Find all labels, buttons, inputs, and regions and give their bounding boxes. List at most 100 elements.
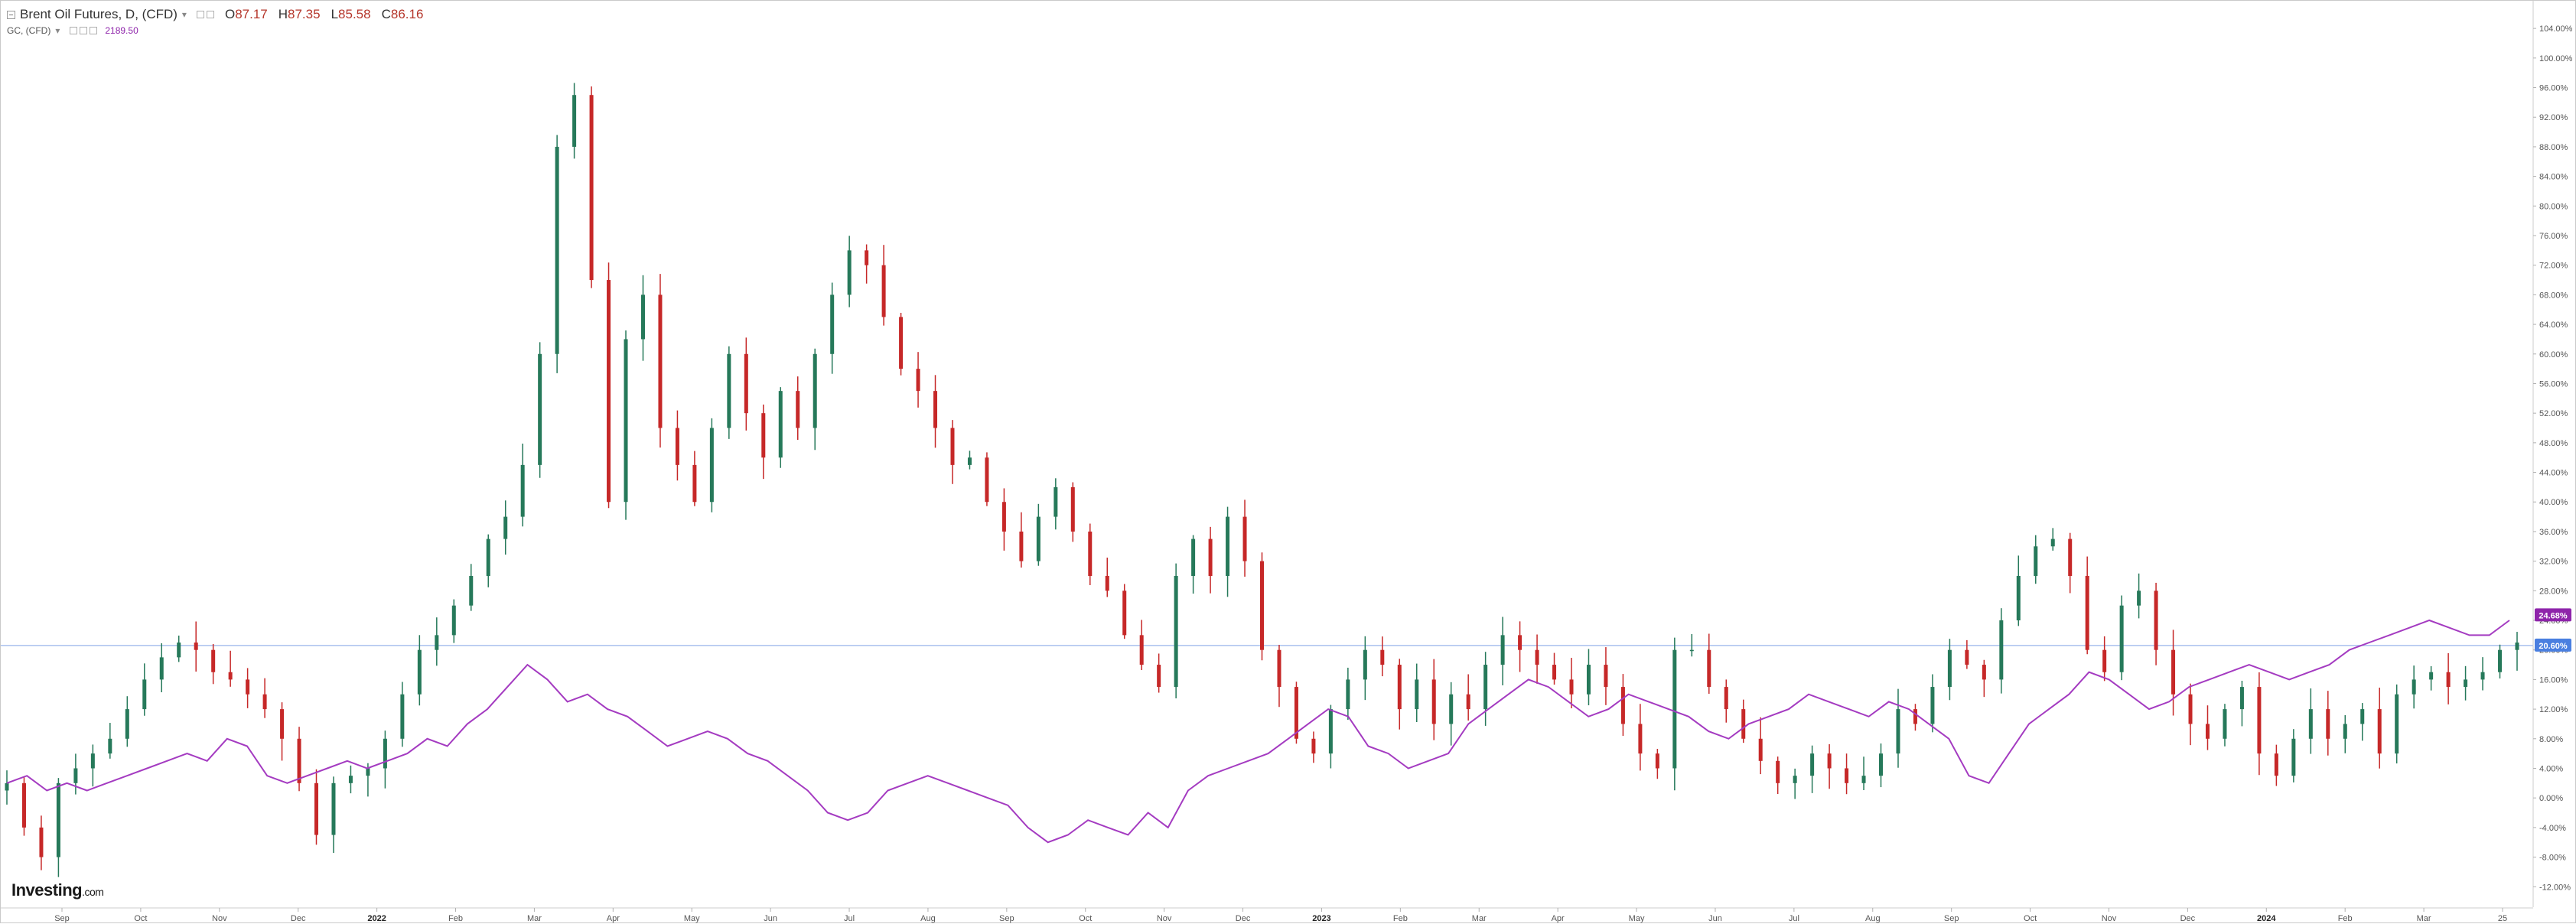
open-label: O bbox=[224, 7, 236, 21]
brent-candle bbox=[1431, 679, 1436, 724]
x-tick-label: 2023 bbox=[1312, 914, 1330, 923]
brent-candle bbox=[1689, 649, 1694, 652]
y-tick-label: 28.00% bbox=[2539, 587, 2568, 596]
brent-candle bbox=[331, 782, 336, 835]
y-tick-label: -4.00% bbox=[2539, 824, 2566, 833]
brent-candle bbox=[520, 464, 525, 517]
brent-candle bbox=[1655, 753, 1659, 769]
compare-series-legend[interactable]: GC, (CFD) ▾ 2189.50 bbox=[7, 25, 138, 36]
brent-candle bbox=[417, 649, 422, 695]
compare-value: 2189.50 bbox=[105, 25, 138, 36]
brand-suffix: .com bbox=[82, 886, 104, 898]
x-tick-label: Nov bbox=[212, 914, 227, 923]
x-tick-label: May bbox=[684, 914, 700, 923]
y-tick-label: 56.00% bbox=[2539, 379, 2568, 389]
y-tick-label: 100.00% bbox=[2539, 54, 2573, 63]
brent-candle bbox=[1070, 486, 1075, 532]
brent-candle bbox=[1397, 665, 1402, 710]
y-tick-label: -8.00% bbox=[2539, 854, 2566, 863]
brent-candle bbox=[830, 294, 835, 354]
y-tick-label: 96.00% bbox=[2539, 84, 2568, 93]
visibility-icon[interactable] bbox=[80, 27, 88, 34]
open-value: 87.17 bbox=[235, 7, 268, 21]
brent-candle bbox=[2395, 694, 2399, 754]
x-tick-label: Mar bbox=[527, 914, 542, 923]
brent-candle bbox=[2412, 679, 2416, 695]
x-tick-label: Nov bbox=[2102, 914, 2117, 923]
price-badges: 24.68% 20.60% bbox=[2535, 608, 2571, 652]
settings-icon[interactable] bbox=[70, 27, 78, 34]
brent-candle bbox=[2274, 753, 2278, 776]
x-axis: Sep Oct Nov Dec 2022 Feb Mar Apr May Jun Jul Aug Sep… bbox=[1, 907, 2533, 923]
y-tick-label: 68.00% bbox=[2539, 291, 2568, 300]
remove-icon[interactable] bbox=[90, 27, 98, 34]
brent-candle bbox=[761, 413, 766, 458]
x-tick-label: 2022 bbox=[367, 914, 386, 923]
main-symbol-label[interactable]: Brent Oil Futures, D, (CFD) bbox=[20, 7, 177, 21]
brent-candle bbox=[1724, 687, 1728, 710]
brent-price-badge-label: 20.60% bbox=[2539, 642, 2568, 651]
brent-candle bbox=[2326, 709, 2330, 739]
brent-candle bbox=[400, 694, 405, 739]
brent-candle bbox=[1672, 649, 1677, 769]
x-tick-label: Oct bbox=[1079, 914, 1092, 923]
brent-candle bbox=[1466, 694, 1470, 710]
x-tick-label: Mar bbox=[2417, 914, 2431, 923]
brent-candle bbox=[2034, 546, 2038, 576]
y-tick-label: 0.00% bbox=[2539, 794, 2563, 803]
brent-candle bbox=[624, 339, 628, 503]
brent-candle bbox=[572, 95, 577, 147]
brent-candle bbox=[1311, 738, 1316, 754]
brent-candle bbox=[39, 827, 44, 857]
y-tick-label: 72.00% bbox=[2539, 262, 2568, 271]
collapse-icon[interactable] bbox=[7, 10, 15, 19]
brent-candle bbox=[2343, 724, 2347, 739]
brent-candle bbox=[1741, 709, 1746, 739]
y-tick-label: 104.00% bbox=[2539, 24, 2573, 34]
brent-candle bbox=[692, 464, 697, 503]
y-tick-label: 84.00% bbox=[2539, 173, 2568, 182]
brent-candle bbox=[2498, 649, 2503, 672]
brent-candle bbox=[675, 428, 679, 465]
x-tick-label: Dec bbox=[1236, 914, 1251, 923]
brent-candle bbox=[211, 649, 216, 672]
brent-candle bbox=[709, 428, 714, 503]
brent-candle bbox=[2257, 687, 2262, 754]
brent-candle bbox=[1500, 635, 1505, 665]
brent-candle bbox=[1208, 538, 1213, 576]
brent-candle bbox=[1260, 561, 1264, 650]
main-series-legend[interactable]: Brent Oil Futures, D, (CFD) ▾ O 87.17 H 87… bbox=[7, 7, 423, 22]
brent-candle bbox=[486, 538, 490, 576]
brent-candle bbox=[2137, 591, 2141, 606]
brent-candle bbox=[159, 657, 164, 680]
brent-candle bbox=[1879, 753, 1884, 776]
y-tick-label: 52.00% bbox=[2539, 409, 2568, 418]
brent-candle bbox=[589, 95, 594, 281]
low-value: 85.58 bbox=[338, 7, 371, 21]
x-tick-label: 2024 bbox=[2257, 914, 2276, 923]
visibility-icon[interactable] bbox=[206, 11, 214, 18]
y-tick-label: 44.00% bbox=[2539, 469, 2568, 478]
brent-candle bbox=[228, 672, 233, 680]
brent-candle bbox=[950, 428, 955, 465]
x-tick-label: Aug bbox=[920, 914, 936, 923]
y-tick-label: 12.00% bbox=[2539, 705, 2568, 714]
brent-candle bbox=[2464, 679, 2468, 688]
brent-price-badge bbox=[2535, 638, 2571, 652]
brent-candle bbox=[1415, 679, 1419, 710]
settings-icon[interactable] bbox=[196, 11, 204, 18]
brent-candle bbox=[2291, 738, 2296, 776]
compare-symbol-label[interactable]: GC, (CFD) bbox=[7, 25, 51, 36]
x-tick-label: Sep bbox=[1944, 914, 1959, 923]
brent-candle bbox=[744, 353, 748, 414]
x-tick-label: Apr bbox=[1552, 914, 1565, 923]
brent-candle bbox=[2377, 709, 2382, 754]
brent-candle bbox=[1552, 665, 1557, 680]
y-tick-label: 40.00% bbox=[2539, 498, 2568, 507]
brent-candle bbox=[56, 782, 60, 857]
chevron-down-icon[interactable]: ▾ bbox=[181, 9, 187, 20]
chevron-down-icon[interactable]: ▾ bbox=[55, 25, 60, 36]
brent-candle bbox=[1277, 649, 1281, 688]
close-value: 86.16 bbox=[390, 7, 424, 21]
